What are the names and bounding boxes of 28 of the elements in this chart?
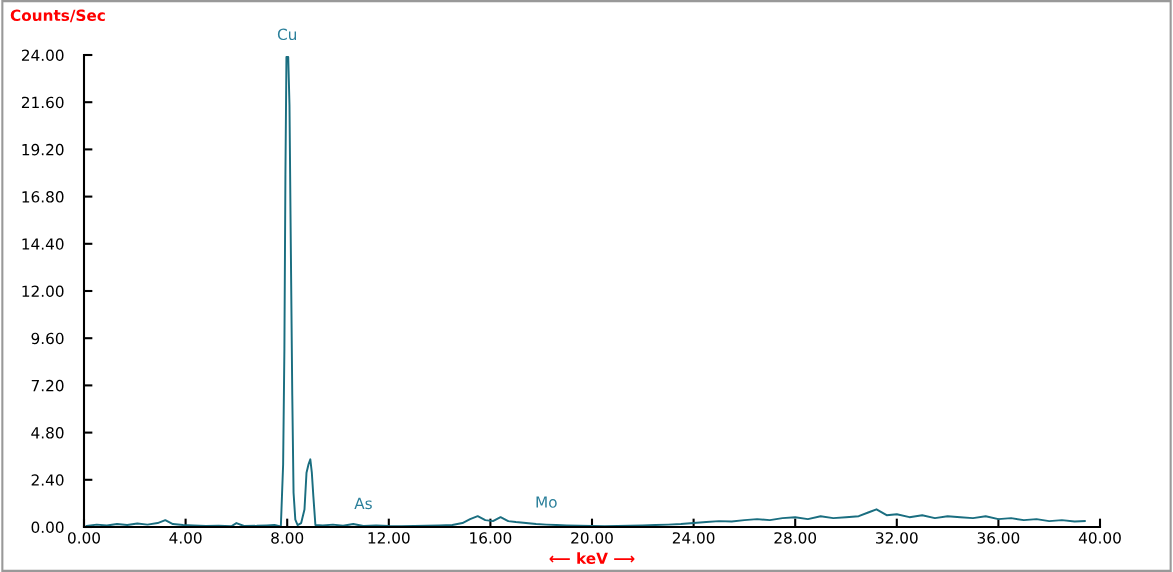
x-tick-label: 36.00 bbox=[977, 532, 1020, 544]
x-tick-label: 16.00 bbox=[470, 532, 512, 544]
y-tick-label: 0.00 bbox=[31, 521, 64, 534]
x-tick-label: 20.00 bbox=[571, 532, 613, 544]
y-axis-title: Counts/Sec bbox=[10, 9, 105, 23]
x-axis-title: ⟵ keV ⟶ bbox=[549, 552, 635, 565]
x-tick-label: 0.00 bbox=[68, 532, 100, 544]
y-tick-label: 7.20 bbox=[31, 379, 64, 392]
y-tick-label: 14.40 bbox=[22, 238, 64, 250]
y-tick-label: 24.00 bbox=[21, 49, 64, 62]
x-tick-label: 8.00 bbox=[271, 532, 304, 544]
x-tick-label: 12.00 bbox=[368, 532, 410, 544]
x-tick-label: 40.00 bbox=[1078, 532, 1121, 544]
y-tick-label: 12.00 bbox=[22, 285, 64, 298]
y-tick-label: 9.60 bbox=[31, 332, 64, 345]
annotation: Cu bbox=[277, 28, 296, 41]
annotation: Mo bbox=[536, 496, 557, 508]
y-tick-label: 4.80 bbox=[31, 427, 64, 439]
y-tick-label: 2.40 bbox=[31, 474, 64, 486]
x-tick-label: 24.00 bbox=[672, 532, 715, 544]
x-tick-label: 4.00 bbox=[169, 532, 202, 544]
y-tick-label: 21.60 bbox=[21, 96, 64, 109]
x-tick-label: 28.00 bbox=[774, 532, 817, 544]
y-tick-label: 16.80 bbox=[22, 191, 64, 203]
annotation: As bbox=[354, 497, 372, 510]
line-series bbox=[85, 56, 1086, 527]
x-tick-label: 32.00 bbox=[876, 532, 918, 544]
y-tick-label: 19.20 bbox=[22, 143, 64, 156]
